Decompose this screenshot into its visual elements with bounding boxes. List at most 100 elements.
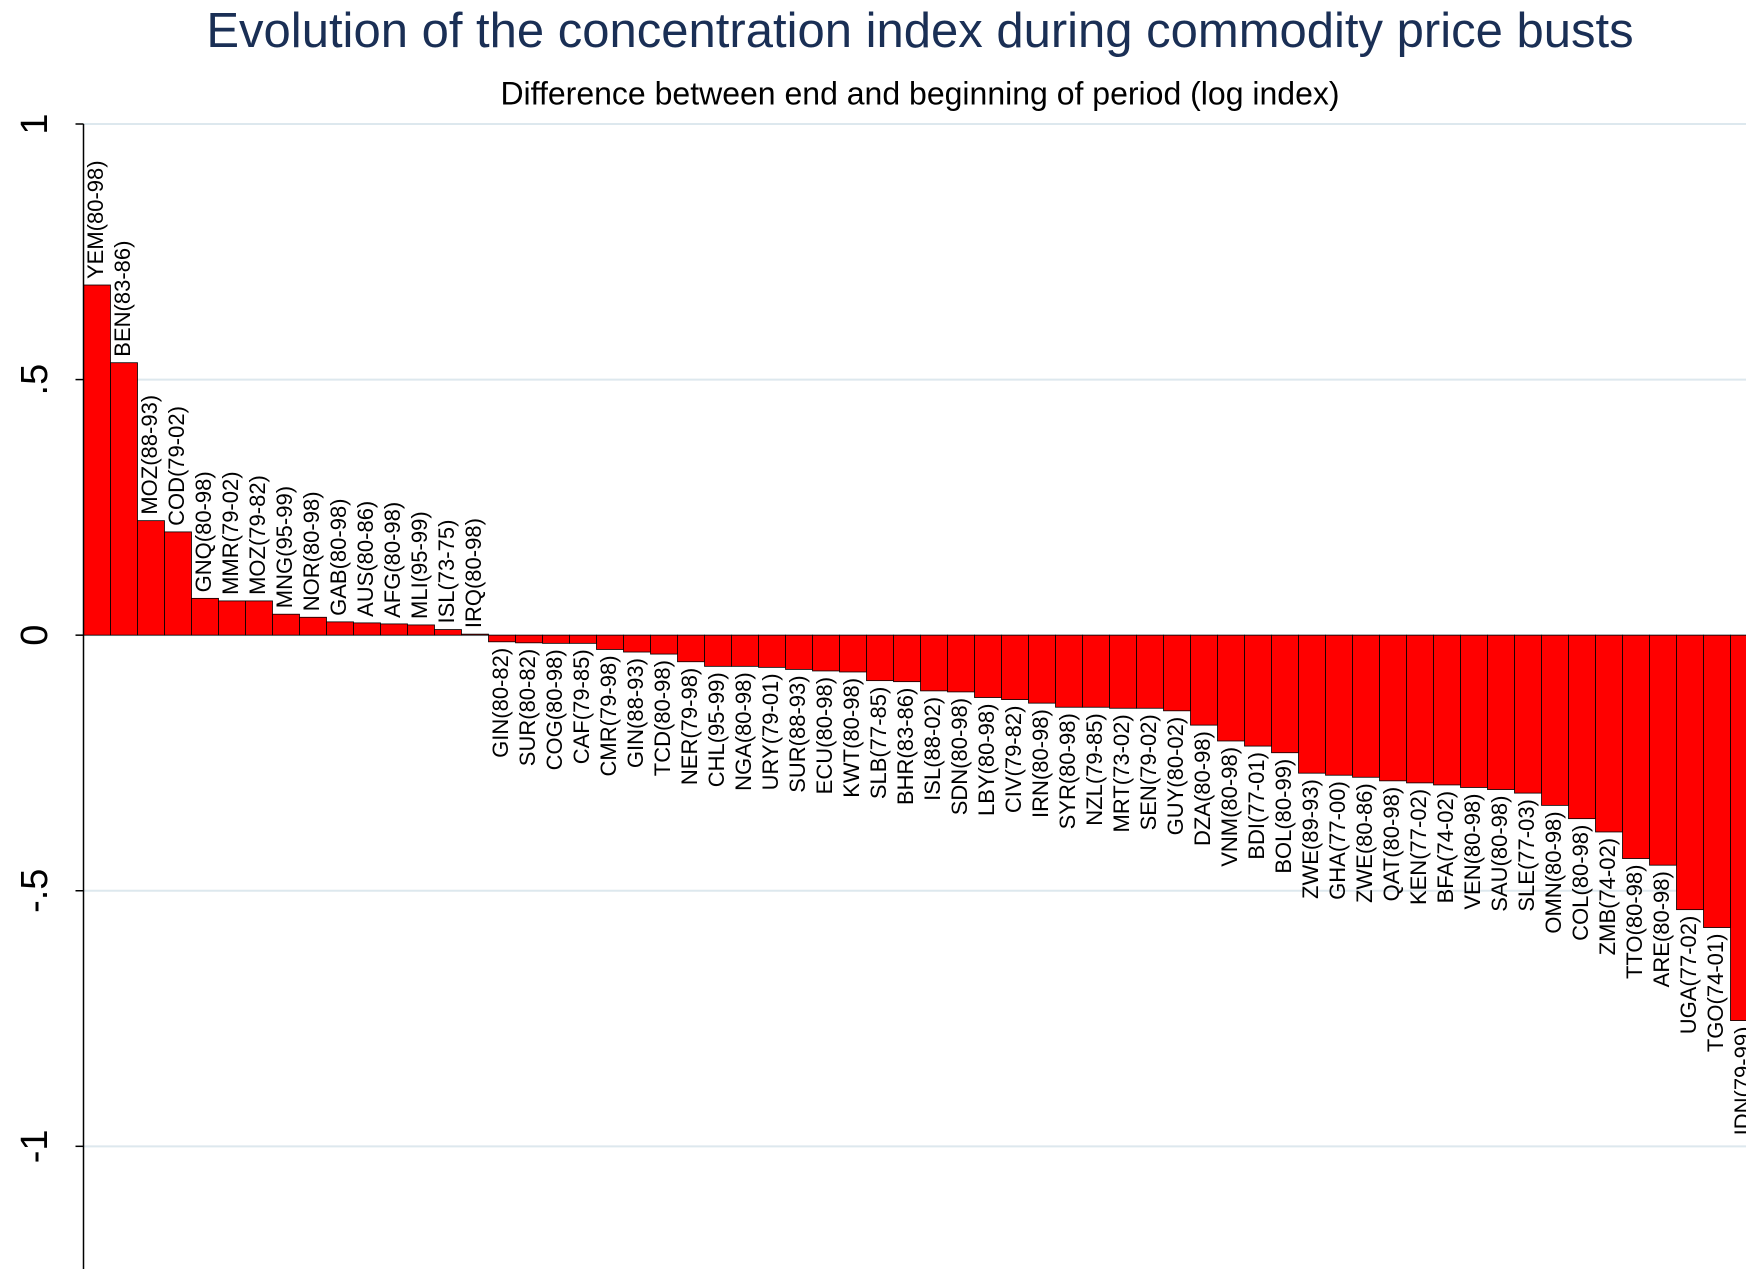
bar: [488, 634, 516, 643]
bar-label: AUS(80-86): [353, 501, 378, 617]
bar-label: CHL(95-99): [704, 672, 729, 787]
bar-label: ZMB(74-02): [1595, 838, 1620, 955]
bar-label: GIN(88-93): [623, 658, 648, 768]
bar-label: NER(79-98): [677, 668, 702, 785]
bar: [299, 616, 327, 636]
y-tick-label: 0: [14, 625, 56, 646]
bar: [650, 634, 678, 655]
bar-label: MLI(95-99): [407, 511, 432, 619]
bar-label: COD(79-02): [164, 406, 189, 526]
bar: [569, 634, 597, 644]
bar: [812, 634, 840, 672]
bar: [1568, 634, 1596, 820]
bar: [677, 634, 705, 663]
bar-label: ZWE(89-93): [1298, 779, 1323, 899]
bar-label: MRT(73-02): [1109, 714, 1134, 832]
y-tick-label: .5: [14, 364, 56, 396]
bar-label: SYR(80-98): [1055, 713, 1080, 829]
bar: [1244, 634, 1272, 747]
bar-label: BOL(80-99): [1271, 759, 1296, 874]
bar: [893, 634, 921, 683]
chart-subtitle: Difference between end and beginning of …: [500, 75, 1339, 111]
bar: [596, 634, 624, 650]
bar-label: LBY(80-98): [974, 704, 999, 817]
chart-title: Evolution of the concentration index dur…: [206, 4, 1633, 58]
bar: [1298, 634, 1326, 774]
bar: [1136, 634, 1164, 709]
bar-label: QAT(80-98): [1379, 787, 1404, 902]
bar: [1433, 634, 1461, 786]
bar: [272, 613, 300, 636]
bar-label: KWT(80-98): [839, 678, 864, 798]
bar-label: ISL(88-02): [920, 697, 945, 801]
bar-label: NGA(80-98): [731, 672, 756, 791]
bar: [1352, 634, 1380, 778]
bar-label: BEN(83-86): [110, 241, 135, 357]
y-tick-label: -1: [14, 1129, 56, 1163]
bar-label: NOR(80-98): [299, 491, 324, 611]
bar: [731, 634, 759, 667]
bar: [1109, 634, 1137, 709]
bar-label: KEN(77-02): [1406, 789, 1431, 905]
bar: [1190, 634, 1218, 726]
bar: [1217, 634, 1245, 742]
bar-label: MMR(79-02): [218, 471, 243, 594]
bar-label: TCD(80-98): [650, 660, 675, 776]
bar: [83, 284, 111, 636]
y-tick-label: 1: [14, 113, 56, 134]
bar-label: AFG(80-98): [380, 502, 405, 618]
y-tick-label: -.5: [14, 869, 56, 913]
bar: [758, 634, 786, 668]
bar: [1541, 634, 1569, 806]
bar: [920, 634, 948, 692]
bar: [326, 621, 354, 636]
bar: [623, 634, 651, 653]
bar-label: YEM(80-98): [83, 160, 108, 279]
bar-label: GHA(77-00): [1325, 781, 1350, 900]
bar-label: UGA(77-02): [1676, 916, 1701, 1035]
bar-label: SAU(80-98): [1487, 796, 1512, 912]
bar-label: SEN(79-02): [1136, 714, 1161, 830]
bar: [1406, 634, 1434, 784]
bar: [1271, 634, 1299, 754]
bar-label: ISL(73-75): [434, 520, 459, 624]
bar-label: GUY(80-02): [1163, 717, 1188, 836]
bar-label: NZL(79-85): [1082, 713, 1107, 825]
bar: [704, 634, 732, 667]
bar-label: TTO(80-98): [1622, 865, 1647, 980]
bar-label: BDI(77-01): [1244, 752, 1269, 860]
bar: [1379, 634, 1407, 782]
bar: [866, 634, 894, 682]
bar: [1055, 634, 1083, 708]
bar: [353, 622, 381, 636]
bar: [1325, 634, 1353, 776]
bar: [137, 520, 165, 636]
bar: [1001, 634, 1029, 700]
bar: [164, 531, 192, 636]
bar-label: SLE(77-03): [1514, 799, 1539, 912]
bar: [434, 629, 462, 636]
bar-label: ZWE(80-86): [1352, 783, 1377, 903]
bar-label: VNM(80-98): [1217, 747, 1242, 867]
bar: [407, 624, 435, 636]
bar-label: IDN(79-99): [1730, 1027, 1746, 1136]
bar: [1595, 634, 1623, 833]
bar-label: OMN(80-98): [1541, 811, 1566, 933]
bar: [245, 600, 273, 636]
bar-label: GIN(80-82): [488, 648, 513, 758]
bar: [839, 634, 867, 673]
bar: [1460, 634, 1488, 788]
bar-label: CMR(79-98): [596, 655, 621, 776]
bar-label: SUR(88-93): [785, 675, 810, 792]
bar-label: TGO(74-01): [1703, 934, 1728, 1053]
bar-label: IRN(80-98): [1028, 709, 1053, 818]
bar: [1028, 634, 1056, 704]
bar: [1622, 634, 1650, 859]
bar: [785, 634, 813, 670]
bar: [1514, 634, 1542, 794]
bar: [974, 634, 1002, 698]
bar-label: COL(80-98): [1568, 825, 1593, 941]
bar: [1487, 634, 1515, 790]
bar: [1730, 634, 1746, 1021]
